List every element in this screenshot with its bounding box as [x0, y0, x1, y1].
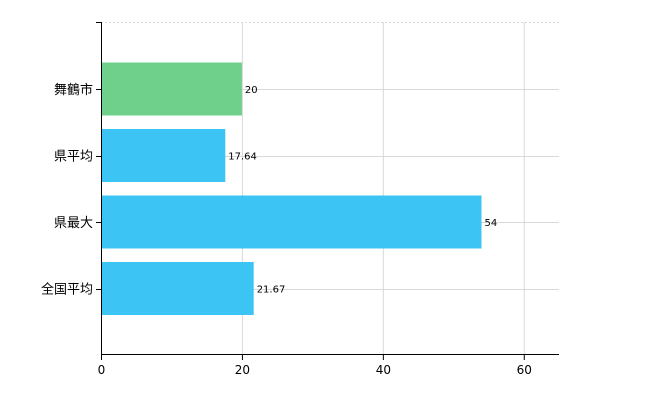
bars — [101, 62, 482, 315]
bar — [101, 195, 482, 249]
x-tick-label: 20 — [235, 363, 250, 377]
category-label: 舞鶴市 — [54, 82, 93, 98]
x-tick-label: 40 — [376, 363, 391, 377]
data-label: 20 — [245, 85, 258, 96]
bar — [101, 62, 242, 116]
bar — [101, 129, 226, 182]
x-tick-label: 0 — [98, 363, 106, 377]
bar — [101, 262, 254, 315]
category-label: 全国平均 — [41, 282, 93, 298]
category-label: 県平均 — [54, 150, 93, 165]
x-tick-label: 60 — [517, 363, 532, 377]
category-label: 県最大 — [54, 216, 93, 231]
data-label: 17.64 — [228, 152, 257, 163]
axes — [96, 22, 559, 360]
data-label: 21.67 — [257, 285, 286, 296]
data-label: 54 — [484, 218, 497, 229]
